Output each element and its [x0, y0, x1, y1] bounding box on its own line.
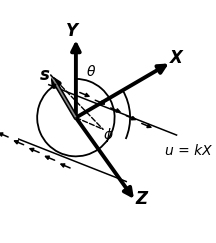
- Text: s: s: [40, 66, 50, 84]
- Text: X: X: [170, 49, 183, 67]
- Text: Y: Y: [66, 22, 78, 40]
- Text: u = kX: u = kX: [165, 144, 211, 157]
- Text: $\phi$: $\phi$: [103, 126, 114, 144]
- Text: $\theta$: $\theta$: [86, 64, 97, 79]
- Text: Z: Z: [136, 190, 148, 208]
